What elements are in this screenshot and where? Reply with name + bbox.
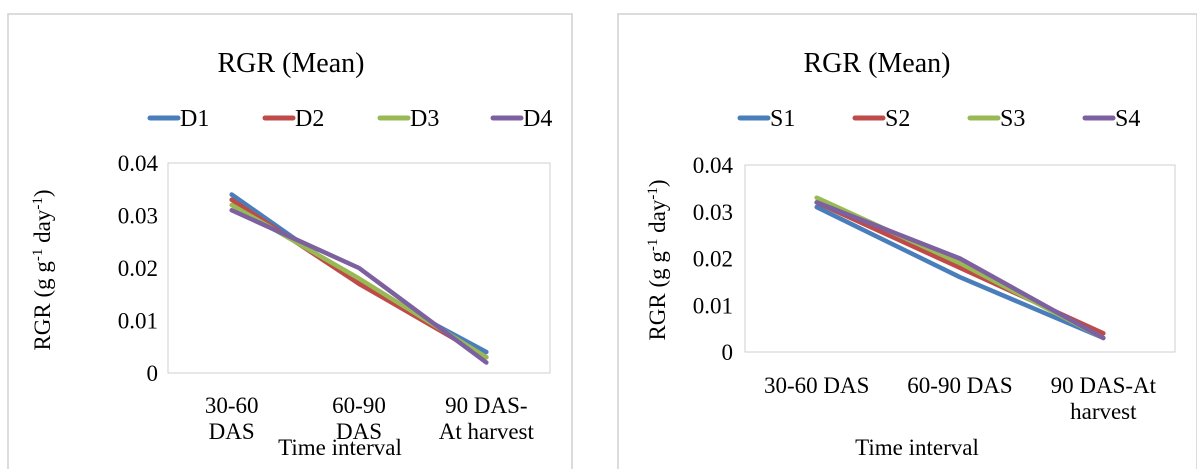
- y-tick-label: 0.02: [693, 247, 733, 272]
- data-point-s3: [959, 262, 962, 265]
- data-point-d1: [230, 193, 233, 196]
- data-point-s4: [1102, 336, 1105, 339]
- y-tick-label: 0.04: [693, 153, 734, 178]
- data-point-s1: [815, 206, 818, 209]
- legend-label-s3: S3: [1000, 106, 1025, 132]
- data-point-d4: [230, 209, 233, 212]
- legend-label-s4: S4: [1115, 106, 1140, 132]
- legend-label-s2: S2: [885, 106, 910, 132]
- x-axis-title: Time interval: [855, 435, 979, 460]
- chart-1: RGR (Mean) D1 D2 D3 D4 0 0.01 0.02 0.03 0.04 30-60…: [8, 14, 572, 469]
- legend-label-d2: D2: [295, 106, 324, 132]
- data-point-s4: [815, 201, 818, 204]
- y-tick-label: 0.01: [118, 309, 158, 334]
- x-tick-label: 60-90 DAS: [907, 373, 1012, 398]
- data-point-d4: [485, 361, 488, 364]
- legend-label-d3: D3: [410, 106, 439, 132]
- y-tick-label: 0.03: [118, 204, 158, 229]
- chart-2: RGR (Mean) S1 S2 S3 S4 0 0.01 0.02 0.03 0.04 30-60…: [618, 14, 1197, 469]
- x-tick-label: 30-60 DAS: [764, 373, 869, 398]
- y-axis-title: RGR (g g-1 day-1): [30, 189, 55, 350]
- y-tick-label: 0.03: [693, 200, 733, 225]
- data-point-d3: [358, 277, 361, 280]
- data-point-s4: [959, 257, 962, 260]
- x-tick-label: 30-60 DAS: [205, 393, 259, 444]
- chart-title: RGR (Mean): [804, 48, 951, 79]
- data-point-s2: [1102, 332, 1105, 335]
- y-tick-label: 0.04: [118, 151, 159, 176]
- y-tick-label: 0.02: [118, 256, 158, 281]
- data-point-d2: [230, 198, 233, 201]
- data-point-s2: [959, 266, 962, 269]
- data-point-d3: [485, 356, 488, 359]
- data-point-d4: [358, 267, 361, 270]
- y-axis-title: RGR (g g-1 day-1): [645, 179, 670, 340]
- x-tick-label: 90 DAS-At harvest: [439, 393, 535, 444]
- y-tick-label: 0.01: [693, 293, 733, 318]
- legend-label-s1: S1: [770, 106, 795, 132]
- chart-title: RGR (Mean): [218, 48, 365, 79]
- data-point-s1: [959, 276, 962, 279]
- legend-label-d4: D4: [523, 106, 552, 132]
- data-point-d2: [358, 282, 361, 285]
- legend-label-d1: D1: [180, 106, 209, 132]
- x-axis-title: Time interval: [278, 435, 402, 460]
- data-point-d1: [485, 351, 488, 354]
- y-tick-label: 0: [722, 340, 734, 365]
- data-point-s3: [815, 196, 818, 199]
- y-tick-label: 0: [147, 361, 159, 386]
- data-point-d3: [230, 204, 233, 207]
